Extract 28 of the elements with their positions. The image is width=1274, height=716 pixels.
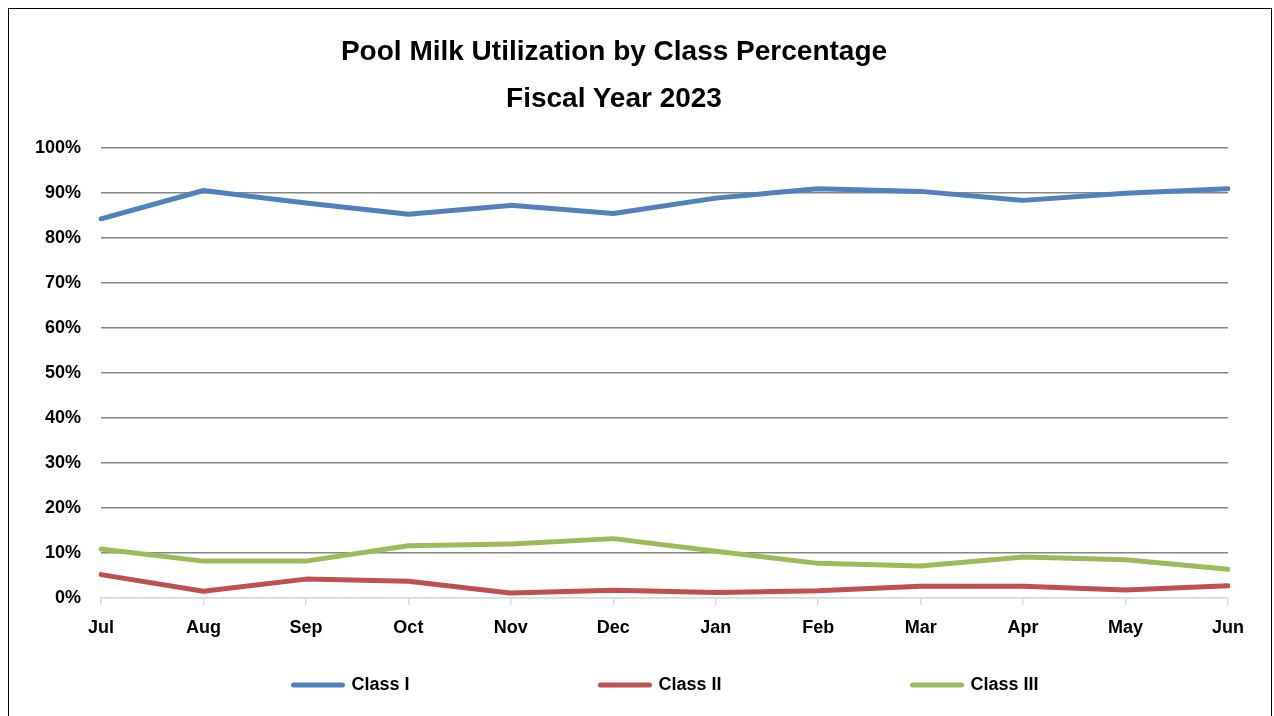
y-tick-label: 80% bbox=[44, 227, 81, 248]
y-tick-label: 70% bbox=[44, 272, 81, 293]
legend-label: Class II bbox=[658, 673, 722, 694]
y-tick-label: 10% bbox=[44, 541, 81, 562]
x-tick-label: May bbox=[1108, 616, 1144, 637]
legend-label: Class I bbox=[351, 673, 410, 694]
y-tick-label: 50% bbox=[44, 362, 81, 383]
x-tick-label: Jan bbox=[700, 616, 732, 637]
y-tick-label: 40% bbox=[44, 407, 81, 428]
chart-subtitle: Fiscal Year 2023 bbox=[506, 82, 722, 114]
x-tick-label: Apr bbox=[1007, 616, 1039, 637]
x-tick-label: Aug bbox=[185, 616, 221, 637]
x-tick-label: Jul bbox=[87, 616, 115, 637]
x-tick-label: Sep bbox=[289, 616, 323, 637]
y-tick-label: 60% bbox=[44, 317, 81, 338]
x-tick-label: Oct bbox=[393, 616, 424, 637]
x-tick-label: Dec bbox=[596, 616, 630, 637]
y-tick-label: 20% bbox=[44, 497, 81, 518]
x-tick-label: Feb bbox=[802, 616, 835, 637]
y-tick-label: 0% bbox=[54, 586, 81, 607]
legend-label: Class III bbox=[970, 673, 1039, 694]
y-tick-label: 30% bbox=[44, 452, 81, 473]
chart-title: Pool Milk Utilization by Class Percentage bbox=[340, 34, 888, 66]
x-tick-label: Mar bbox=[904, 616, 937, 637]
x-tick-label: Jun bbox=[1211, 616, 1245, 637]
x-tick-label: Nov bbox=[493, 616, 528, 637]
y-tick-label: 100% bbox=[34, 137, 81, 158]
y-tick-label: 90% bbox=[44, 182, 81, 203]
